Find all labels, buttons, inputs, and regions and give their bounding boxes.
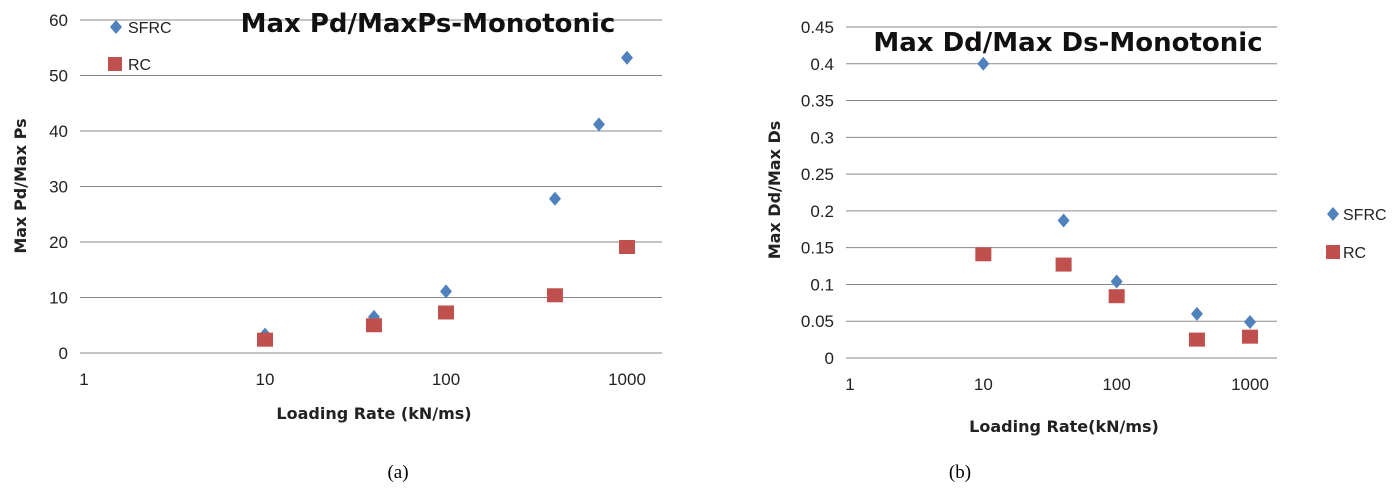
y-tick-label: 0.25: [801, 165, 834, 184]
legend-rc-square-icon: [1326, 245, 1340, 259]
chart-a-x-axis-label: Loading Rate (kN/ms): [276, 404, 471, 423]
chart-b-legend-sfrc-label: SFRC: [1343, 207, 1387, 224]
rc-data-point: [1188, 332, 1205, 347]
chart-b-legend-rc-label: RC: [1343, 245, 1366, 262]
y-tick-label: 50: [49, 67, 68, 86]
y-tick-label: 0.2: [810, 202, 834, 221]
chart-b-legend: SFRC RC: [1326, 207, 1387, 262]
sfrc-data-point: [1057, 213, 1070, 228]
x-tick-label: 10: [974, 375, 993, 394]
x-tick-label: 100: [432, 370, 460, 389]
chart-a-caption: (a): [387, 462, 408, 483]
sfrc-data-point: [440, 284, 452, 299]
x-tick-label: 100: [1102, 375, 1130, 394]
y-tick-label: 40: [49, 122, 68, 141]
legend-sfrc-diamond-icon: [110, 20, 122, 34]
x-tick-label: 1000: [608, 370, 646, 389]
rc-data-point: [1055, 257, 1072, 272]
sfrc-data-point: [1190, 306, 1203, 321]
y-tick-label: 0.05: [801, 312, 834, 331]
sfrc-data-point: [977, 56, 990, 71]
sfrc-data-point: [548, 191, 561, 206]
chart-a-legend: SFRC RC: [108, 20, 172, 74]
chart-b-y-axis-label: Max Dd/Max Ds: [765, 121, 784, 260]
y-tick-label: 20: [49, 233, 68, 252]
chart-b-title: Max Dd/Max Ds-Monotonic: [873, 28, 1262, 58]
chart-b: 0 0.05 0.1 0.15 0.2 0.25 0.3 0.35 0.4 0.45 1 10 100…: [765, 18, 1387, 483]
rc-data-point: [365, 318, 382, 333]
sfrc-data-point: [1110, 274, 1123, 289]
y-tick-label: 60: [49, 11, 68, 30]
y-tick-label: 0.4: [810, 55, 834, 74]
y-tick-label: 0: [59, 344, 68, 363]
rc-data-point: [438, 305, 454, 320]
x-tick-label: 1: [79, 370, 88, 389]
y-tick-label: 0.35: [801, 92, 834, 111]
y-tick-label: 0.1: [810, 275, 834, 294]
chart-a-y-axis-label: Max Pd/Max Ps: [11, 118, 30, 253]
y-tick-label: 0: [825, 349, 834, 368]
sfrc-data-point: [621, 50, 633, 65]
y-tick-label: 0.45: [801, 18, 834, 37]
chart-a-legend-sfrc-label: SFRC: [128, 20, 172, 37]
y-tick-label: 0.3: [810, 128, 834, 147]
rc-data-point: [619, 239, 635, 254]
x-tick-label: 1: [845, 375, 854, 394]
legend-rc-square-icon: [108, 57, 122, 71]
chart-a-title: Max Pd/MaxPs-Monotonic: [241, 9, 616, 39]
rc-data-point: [546, 288, 563, 303]
rc-data-point: [1108, 289, 1125, 304]
legend-sfrc-diamond-icon: [1327, 207, 1339, 221]
rc-data-point: [1242, 329, 1258, 344]
y-tick-label: 0.15: [801, 239, 834, 258]
chart-a: 0 10 20 30 40 50 60 1 10 100 1000 Max Pd/MaxPs-Mo…: [11, 9, 662, 483]
rc-data-point: [257, 332, 273, 347]
chart-b-x-axis-label: Loading Rate(kN/ms): [969, 417, 1159, 436]
sfrc-data-point: [592, 117, 605, 132]
chart-a-legend-rc-label: RC: [128, 57, 151, 74]
chart-b-caption: (b): [949, 462, 971, 483]
x-tick-label: 10: [256, 370, 275, 389]
y-tick-label: 30: [49, 178, 68, 197]
x-tick-label: 1000: [1231, 375, 1269, 394]
sfrc-data-point: [1244, 314, 1256, 329]
y-tick-label: 10: [49, 289, 68, 308]
rc-data-point: [975, 247, 992, 262]
